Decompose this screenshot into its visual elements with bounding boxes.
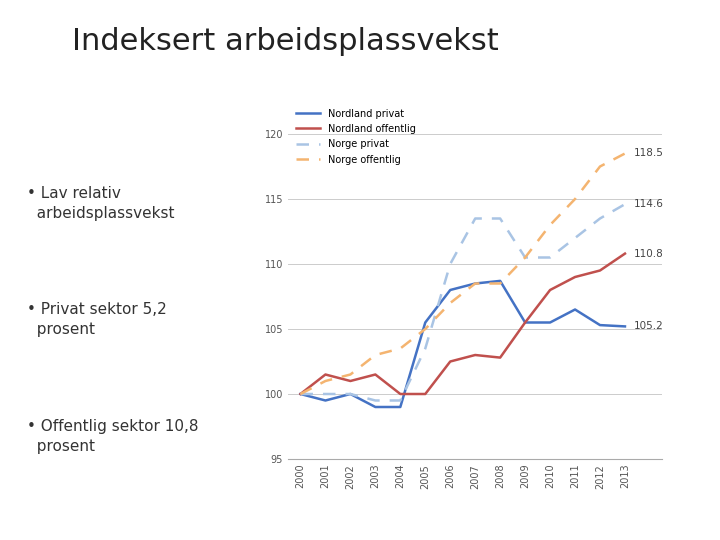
Nordland offentlig <box>546 287 554 293</box>
Norge privat <box>571 235 580 241</box>
Nordland privat <box>546 319 554 326</box>
Nordland privat <box>296 391 305 397</box>
Norge privat <box>471 215 480 222</box>
Nordland privat <box>371 404 379 410</box>
Nordland offentlig <box>446 358 454 365</box>
Nordland offentlig <box>421 391 430 397</box>
Nordland offentlig <box>371 372 379 378</box>
Norge privat <box>496 215 505 222</box>
Text: • Offentlig sektor 10,8
  prosent: • Offentlig sektor 10,8 prosent <box>27 419 199 454</box>
Norge offentlig <box>571 196 580 202</box>
Norge offentlig <box>621 150 629 157</box>
Norge privat <box>595 215 604 222</box>
Nordland privat <box>471 280 480 287</box>
Legend: Nordland privat, Nordland offentlig, Norge privat, Norge offentlig: Nordland privat, Nordland offentlig, Nor… <box>293 106 418 168</box>
Norge privat <box>521 254 529 261</box>
Norge offentlig <box>296 391 305 397</box>
Text: 110.8: 110.8 <box>634 248 663 259</box>
Nordland offentlig <box>521 319 529 326</box>
Nordland privat <box>421 319 430 326</box>
Nordland offentlig <box>471 352 480 358</box>
Norge offentlig <box>446 300 454 306</box>
Norge offentlig <box>346 372 355 378</box>
Line: Norge privat: Norge privat <box>300 204 625 401</box>
Norge privat <box>346 391 355 397</box>
Text: • Privat sektor 5,2
  prosent: • Privat sektor 5,2 prosent <box>27 302 167 337</box>
Norge offentlig <box>521 254 529 261</box>
Norge privat <box>621 201 629 207</box>
Nordland privat <box>521 319 529 326</box>
Nordland privat <box>621 323 629 329</box>
Nordland offentlig <box>496 354 505 361</box>
Norge offentlig <box>496 280 505 287</box>
Text: 118.5: 118.5 <box>634 148 664 159</box>
Line: Norge offentlig: Norge offentlig <box>300 153 625 394</box>
Norge offentlig <box>321 378 330 384</box>
Text: 114.6: 114.6 <box>634 199 664 209</box>
Nordland privat <box>321 397 330 404</box>
Norge offentlig <box>546 222 554 228</box>
Norge privat <box>321 391 330 397</box>
Norge offentlig <box>421 326 430 332</box>
Nordland privat <box>571 306 580 313</box>
Text: 105.2: 105.2 <box>634 321 663 332</box>
Norge privat <box>421 345 430 352</box>
Nordland offentlig <box>396 391 405 397</box>
Line: Nordland offentlig: Nordland offentlig <box>300 254 625 394</box>
Line: Nordland privat: Nordland privat <box>300 281 625 407</box>
Norge offentlig <box>396 345 405 352</box>
Text: • Lav relativ
  arbeidsplassvekst: • Lav relativ arbeidsplassvekst <box>27 186 175 220</box>
Norge privat <box>446 261 454 267</box>
Nordland offentlig <box>595 267 604 274</box>
Norge privat <box>546 254 554 261</box>
Norge privat <box>371 397 379 404</box>
Nordland privat <box>396 404 405 410</box>
Nordland offentlig <box>621 251 629 257</box>
Nordland privat <box>346 391 355 397</box>
Nordland offentlig <box>346 378 355 384</box>
Norge privat <box>396 397 405 404</box>
Norge offentlig <box>471 280 480 287</box>
Norge offentlig <box>371 352 379 358</box>
Nordland privat <box>595 322 604 328</box>
Nordland privat <box>496 278 505 284</box>
Nordland offentlig <box>571 274 580 280</box>
Norge offentlig <box>595 163 604 170</box>
Text: Indeksert arbeidsplassvekst: Indeksert arbeidsplassvekst <box>72 27 499 56</box>
Nordland offentlig <box>296 391 305 397</box>
Nordland offentlig <box>321 372 330 378</box>
Nordland privat <box>446 287 454 293</box>
Norge privat <box>296 391 305 397</box>
